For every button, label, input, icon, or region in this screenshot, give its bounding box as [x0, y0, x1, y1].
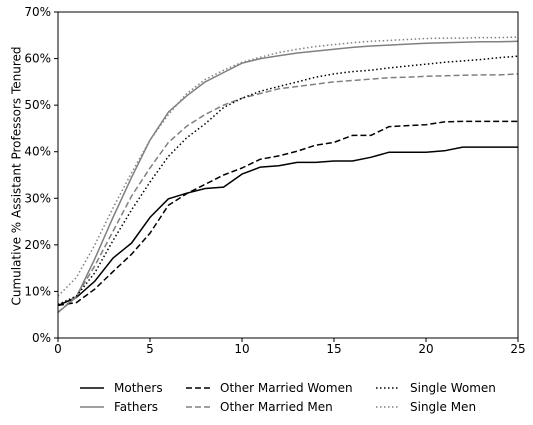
y-tick-label: 30%	[24, 191, 51, 205]
x-tick-label: 15	[326, 342, 341, 356]
legend: Mothers Fathers Other Married Women Other M…	[80, 381, 496, 414]
y-tick-label: 40%	[24, 145, 51, 159]
series-line-fathers	[57, 40, 519, 313]
plot-lines	[57, 36, 519, 313]
y-tick-label: 10%	[24, 284, 51, 298]
y-axis-title: Cumulative % Assistant Professors Tenure…	[10, 46, 24, 305]
y-tick-label: 0%	[32, 331, 51, 345]
x-tick-label: 10	[234, 342, 249, 356]
y-axis-title-group: Cumulative % Assistant Professors Tenure…	[10, 46, 24, 305]
legend-label-other-married-women: Other Married Women	[220, 381, 353, 395]
plot-frame	[57, 11, 519, 339]
x-tick-label: 0	[54, 342, 62, 356]
y-tick-label: 60%	[24, 52, 51, 66]
legend-label-other-married-men: Other Married Men	[220, 400, 333, 414]
y-tick-label: 50%	[24, 98, 51, 112]
series-line-other-married-men	[57, 73, 519, 313]
y-axis-ticks: 0% 10% 20% 30% 40% 50% 60% 70%	[24, 5, 58, 345]
y-tick-label: 20%	[24, 238, 51, 252]
x-tick-label: 20	[418, 342, 433, 356]
x-tick-label: 5	[146, 342, 154, 356]
legend-label-fathers: Fathers	[114, 400, 158, 414]
legend-label-single-women: Single Women	[410, 381, 496, 395]
series-line-mothers	[57, 146, 518, 307]
legend-label-single-men: Single Men	[410, 400, 476, 414]
series-line-single-women	[57, 55, 519, 306]
series-line-other-married-women	[57, 120, 518, 307]
y-tick-label: 70%	[24, 5, 51, 19]
series-line-single-men	[57, 36, 519, 297]
legend-label-mothers: Mothers	[114, 381, 163, 395]
x-axis-ticks: 0 5 10 15 20 25	[54, 338, 526, 356]
x-tick-label: 25	[510, 342, 525, 356]
